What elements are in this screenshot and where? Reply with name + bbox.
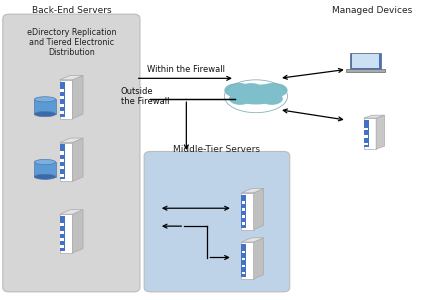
FancyBboxPatch shape (60, 142, 73, 182)
Text: Managed Devices: Managed Devices (332, 6, 412, 15)
FancyBboxPatch shape (60, 103, 64, 106)
FancyBboxPatch shape (364, 120, 369, 148)
FancyBboxPatch shape (60, 245, 64, 248)
FancyBboxPatch shape (60, 174, 64, 177)
FancyBboxPatch shape (60, 216, 64, 251)
FancyBboxPatch shape (346, 69, 385, 72)
FancyBboxPatch shape (364, 135, 368, 138)
FancyBboxPatch shape (60, 80, 73, 119)
FancyBboxPatch shape (242, 222, 245, 225)
Text: Middle-Tier Servers: Middle-Tier Servers (173, 146, 260, 154)
FancyBboxPatch shape (60, 145, 64, 179)
Polygon shape (254, 188, 264, 230)
Polygon shape (241, 238, 264, 242)
FancyBboxPatch shape (60, 214, 73, 253)
FancyBboxPatch shape (34, 162, 56, 177)
Text: eDirectory Replication
and Tiered Electronic
Distribution: eDirectory Replication and Tiered Electr… (27, 28, 116, 57)
FancyBboxPatch shape (60, 111, 64, 114)
Polygon shape (60, 138, 83, 142)
FancyBboxPatch shape (241, 193, 254, 230)
Ellipse shape (34, 174, 56, 179)
Polygon shape (60, 75, 83, 80)
FancyBboxPatch shape (144, 152, 290, 292)
FancyBboxPatch shape (60, 96, 64, 99)
FancyBboxPatch shape (241, 195, 246, 228)
FancyBboxPatch shape (60, 89, 64, 92)
FancyBboxPatch shape (352, 54, 379, 68)
Ellipse shape (229, 93, 251, 105)
FancyBboxPatch shape (3, 14, 140, 292)
Ellipse shape (34, 97, 56, 102)
FancyBboxPatch shape (60, 152, 64, 154)
Text: Within the Firewall: Within the Firewall (147, 65, 225, 74)
FancyBboxPatch shape (60, 223, 64, 226)
Ellipse shape (34, 159, 56, 165)
Ellipse shape (239, 83, 263, 94)
FancyBboxPatch shape (364, 118, 376, 149)
FancyBboxPatch shape (242, 257, 245, 260)
Ellipse shape (232, 88, 280, 104)
Text: Outside
the Firewall: Outside the Firewall (121, 87, 170, 106)
FancyBboxPatch shape (60, 166, 64, 169)
Ellipse shape (261, 93, 283, 105)
FancyBboxPatch shape (364, 142, 368, 145)
FancyBboxPatch shape (34, 99, 56, 114)
FancyBboxPatch shape (242, 208, 245, 211)
FancyBboxPatch shape (242, 265, 245, 268)
Ellipse shape (254, 84, 274, 95)
Ellipse shape (224, 83, 253, 98)
FancyBboxPatch shape (241, 242, 254, 279)
Text: Back-End Servers: Back-End Servers (31, 6, 111, 15)
FancyBboxPatch shape (350, 53, 381, 69)
Polygon shape (60, 210, 83, 214)
FancyBboxPatch shape (364, 128, 368, 130)
FancyBboxPatch shape (60, 159, 64, 162)
FancyBboxPatch shape (60, 238, 64, 241)
Ellipse shape (34, 112, 56, 117)
FancyBboxPatch shape (241, 244, 246, 277)
Polygon shape (376, 115, 385, 149)
FancyBboxPatch shape (242, 215, 245, 218)
FancyBboxPatch shape (242, 201, 245, 204)
Ellipse shape (259, 83, 287, 98)
FancyBboxPatch shape (60, 82, 64, 117)
Polygon shape (73, 210, 83, 253)
Polygon shape (73, 138, 83, 182)
Polygon shape (254, 238, 264, 279)
Polygon shape (73, 75, 83, 118)
Polygon shape (364, 115, 385, 118)
FancyBboxPatch shape (242, 250, 245, 254)
FancyBboxPatch shape (242, 272, 245, 274)
FancyBboxPatch shape (60, 230, 64, 234)
Polygon shape (241, 188, 264, 193)
